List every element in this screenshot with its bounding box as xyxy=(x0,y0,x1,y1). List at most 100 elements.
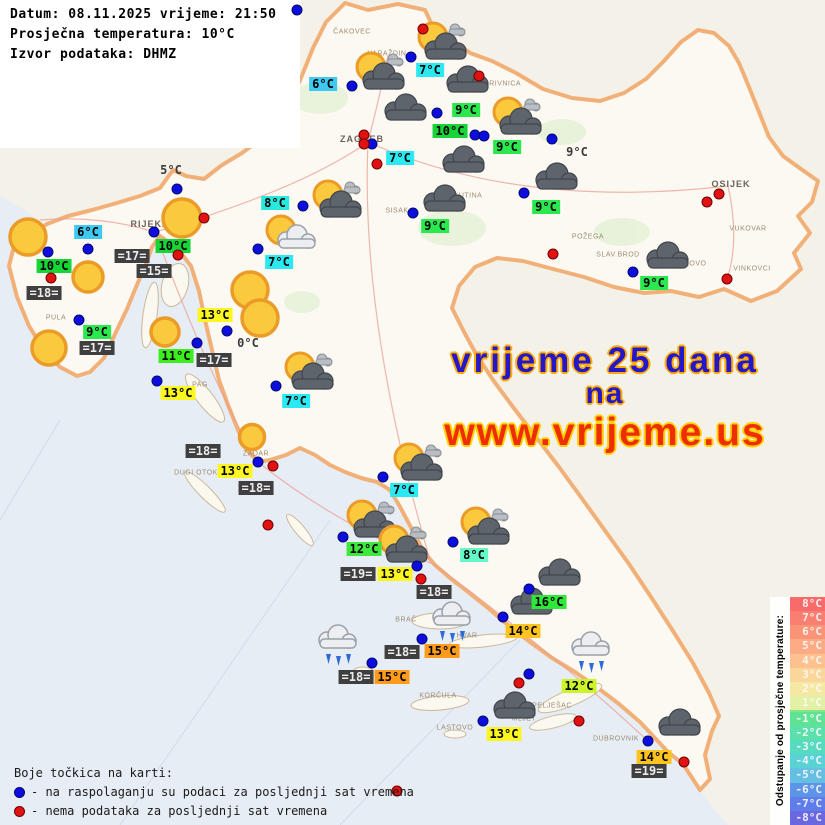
scale-entry: 7°C xyxy=(790,611,825,626)
station-dot-blue xyxy=(642,735,654,747)
temp-label: 14°C xyxy=(505,624,541,638)
station-dot-red xyxy=(262,519,274,531)
temp-label: 13°C xyxy=(377,567,413,581)
station-dot-red xyxy=(415,573,427,585)
temp-label: 9°C xyxy=(640,276,668,290)
map-temp-text: 9°C xyxy=(566,145,588,159)
header-backdrop xyxy=(0,0,300,148)
station-dot-blue xyxy=(377,471,389,483)
scale-entry: 1°C xyxy=(790,696,825,711)
avg-temp-label: =18= xyxy=(338,670,374,684)
station-dot-blue xyxy=(42,246,54,258)
temp-label: 12°C xyxy=(346,542,382,556)
station-dot-blue xyxy=(478,130,490,142)
station-dot-blue xyxy=(270,380,282,392)
avg-temp-label: =17= xyxy=(114,249,150,263)
scale-title: Odstupanje od prosječne temperature: xyxy=(770,597,790,825)
forest-patches xyxy=(284,82,650,313)
scale-entry: -3°C xyxy=(790,740,825,755)
station-dot-blue xyxy=(447,536,459,548)
temp-label: 8°C xyxy=(261,196,289,210)
dark-cloud-icon xyxy=(488,689,540,723)
scale-gap xyxy=(790,710,825,712)
station-dot-red xyxy=(267,460,279,472)
temp-label: 7°C xyxy=(416,63,444,77)
station-dot-blue xyxy=(297,200,309,212)
station-dot-blue xyxy=(221,325,233,337)
sea-graticule xyxy=(0,419,521,825)
avg-temp-label: =18= xyxy=(416,585,452,599)
station-dot-blue xyxy=(416,633,428,645)
station-dot-red xyxy=(391,785,403,797)
header-date-line: Datum: 08.11.2025 vrijeme: 21:50 xyxy=(10,7,277,22)
station-dot-blue xyxy=(407,207,419,219)
rain-cloud-icon xyxy=(565,629,617,675)
scale-entry: -7°C xyxy=(790,796,825,811)
station-dot-red xyxy=(358,138,370,150)
city-label: POŽEGA xyxy=(571,233,605,241)
temp-label: 7°C xyxy=(390,483,418,497)
station-dot-blue xyxy=(73,314,85,326)
dark-cloud-icon xyxy=(441,63,493,97)
station-dot-blue xyxy=(546,133,558,145)
temp-label: 13°C xyxy=(197,308,233,322)
dot-legend-red-label: - nema podataka za posljednji sat vremen… xyxy=(31,804,328,818)
sun-cloud-icon xyxy=(454,505,512,549)
station-dot-blue xyxy=(82,243,94,255)
dark-cloud-icon xyxy=(437,143,489,177)
city-label: KUTINA xyxy=(453,192,483,200)
temp-label: 7°C xyxy=(386,151,414,165)
scale-entry: -8°C xyxy=(790,810,825,825)
station-dot-blue xyxy=(346,80,358,92)
scale-entry: 5°C xyxy=(790,639,825,654)
station-dot-blue xyxy=(366,657,378,669)
avg-temp-label: =18= xyxy=(384,645,420,659)
scale-entry: 4°C xyxy=(790,653,825,668)
red-dot-icon xyxy=(14,805,25,817)
scale-entry: -5°C xyxy=(790,768,825,783)
city-label: HVAR xyxy=(456,632,478,640)
dark-cloud-icon xyxy=(530,160,582,194)
city-label: DUBROVNIK xyxy=(592,735,640,743)
city-label: PELJEŠAC xyxy=(532,702,572,710)
station-dot-blue xyxy=(627,266,639,278)
sun-icon xyxy=(160,196,204,240)
blue-dot-icon xyxy=(14,786,25,798)
city-label: BRAČ xyxy=(395,616,417,624)
city-label: VUKOVAR xyxy=(729,225,767,233)
temp-label: 12°C xyxy=(561,679,597,693)
station-dot-red xyxy=(713,188,725,200)
temp-label: 14°C xyxy=(636,750,672,764)
avg-temp-label: =18= xyxy=(26,286,62,300)
sun-cloud-icon xyxy=(387,441,445,485)
avg-temp-label: =19= xyxy=(340,567,376,581)
city-label: PULA xyxy=(45,314,67,322)
station-dot-blue xyxy=(431,107,443,119)
dark-cloud-icon xyxy=(379,91,431,125)
temp-label: 6°C xyxy=(74,225,102,239)
temp-label: 11°C xyxy=(158,349,194,363)
station-dot-blue xyxy=(523,668,535,680)
city-label: ZADAR xyxy=(242,450,270,458)
sun-icon xyxy=(237,422,268,453)
dark-cloud-icon xyxy=(418,182,470,216)
temperature-deviation-scale: Odstupanje od prosječne temperature: 8°C… xyxy=(770,597,825,825)
station-dot-blue xyxy=(405,51,417,63)
temp-label: 16°C xyxy=(531,595,567,609)
station-dot-red xyxy=(513,677,525,689)
city-label: SLAV.BROD xyxy=(596,251,640,259)
dot-legend-item-red: - nema podataka za posljednji sat vremen… xyxy=(14,804,414,818)
station-dot-blue xyxy=(337,531,349,543)
dark-cloud-icon xyxy=(653,706,705,740)
city-label: OSIJEK xyxy=(711,179,751,189)
station-dot-red xyxy=(172,249,184,261)
temp-label: 15°C xyxy=(374,670,410,684)
city-label: ČAKOVEC xyxy=(333,28,371,36)
temp-label: 7°C xyxy=(282,394,310,408)
station-dot-blue xyxy=(291,4,303,16)
dot-legend-item-blue: - na raspolaganju su podaci za posljednj… xyxy=(14,785,414,799)
avg-temp-label: =19= xyxy=(631,764,667,778)
temp-label: 15°C xyxy=(424,644,460,658)
temp-label: 9°C xyxy=(532,200,560,214)
scale-entry: 3°C xyxy=(790,667,825,682)
